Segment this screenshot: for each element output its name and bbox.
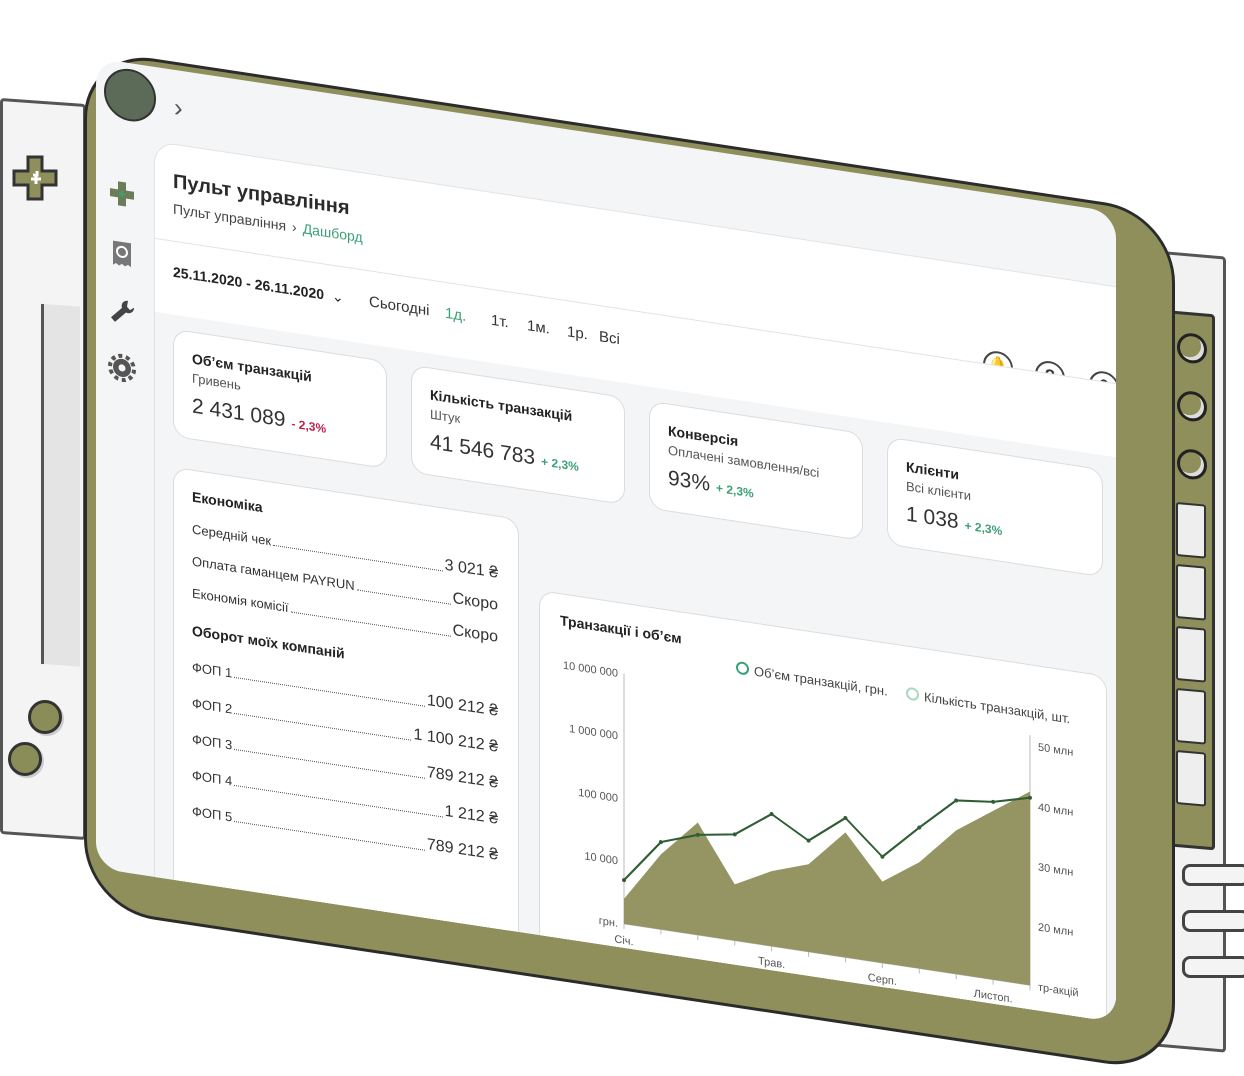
row-label: ФОП 2 <box>192 695 233 717</box>
hardware-button[interactable] <box>1176 687 1206 745</box>
hardware-knob[interactable] <box>1177 448 1207 481</box>
hardware-button[interactable] <box>1176 625 1206 683</box>
y-tick-label-left: 10 000 <box>584 850 618 867</box>
row-label: ФОП 3 <box>192 731 233 753</box>
data-point <box>732 832 737 837</box>
data-point <box>695 832 700 837</box>
economy-title: Економіка <box>192 488 263 516</box>
stat-value: 1 038 <box>906 502 959 534</box>
device-fin <box>1182 910 1244 932</box>
data-point <box>622 878 626 883</box>
data-point <box>991 799 996 804</box>
period-1w[interactable]: 1т. <box>491 311 509 332</box>
period-today[interactable]: Сьогодні <box>369 293 430 320</box>
period-1y[interactable]: 1р. <box>567 323 588 344</box>
period-all[interactable]: Всі <box>599 328 620 349</box>
date-range-value: 25.11.2020 - 26.11.2020 <box>173 263 325 303</box>
row-value: Скоро <box>452 589 498 614</box>
series-line-volume <box>623 796 1031 881</box>
stat-value: 41 546 783 <box>430 430 536 470</box>
turnover-title: Оборот моїх компаній <box>192 622 345 662</box>
stat-delta: + 2,3% <box>716 480 754 501</box>
chevron-right-icon[interactable]: › <box>174 91 183 124</box>
series-area-count <box>624 791 1030 986</box>
x-tick-label: Серп. <box>868 972 897 988</box>
data-point <box>880 854 885 859</box>
period-1m[interactable]: 1м. <box>527 317 550 338</box>
data-point <box>806 838 811 843</box>
main-content: Пульт управління Пульт управління › Дашбор… <box>154 140 1116 1023</box>
data-point <box>843 815 848 820</box>
row-label: Середній чек <box>192 521 272 549</box>
y-tick-label-right: тр-акцій <box>1038 982 1079 1000</box>
row-label: ФОП 5 <box>192 803 233 825</box>
row-label: Економія комісії <box>192 585 289 616</box>
y-tick-label-left: грн. <box>599 915 618 930</box>
breadcrumb-current: Дашборд <box>302 220 363 246</box>
x-tick-label: Січ. <box>614 933 633 948</box>
medical-cross-icon[interactable] <box>108 178 136 210</box>
stat-subtitle: Всі клієнти <box>906 478 972 504</box>
transactions-chart-card: Транзакції і об’єм Об’єм транзакцій, грн… <box>539 589 1107 1023</box>
stat-card-count: Кількість транзакцій Штук 41 546 783 + 2,… <box>411 364 625 506</box>
wrench-icon[interactable] <box>108 296 136 328</box>
stat-subtitle: Штук <box>430 406 461 427</box>
hardware-knob[interactable] <box>1177 332 1207 365</box>
row-value: 789 212 ₴ <box>426 764 498 792</box>
x-tick-label: Трав. <box>758 955 785 971</box>
y-tick-label-right: 20 млн <box>1038 922 1073 939</box>
receipt-icon[interactable] <box>108 238 136 270</box>
knob <box>28 700 62 734</box>
data-point <box>769 812 774 817</box>
row-label: ФОП 1 <box>192 659 233 681</box>
rail-slot <box>41 303 80 667</box>
hardware-button[interactable] <box>1176 563 1206 621</box>
row-value: 1 100 212 ₴ <box>413 726 498 756</box>
chart-plot: 10 000 000 1 000 000 100 000 10 000 грн. 50 м… <box>563 660 1079 1006</box>
data-point <box>917 825 922 830</box>
avatar[interactable] <box>104 65 156 126</box>
stat-delta: + 2,3% <box>541 454 579 475</box>
y-tick-label-left: 10 000 000 <box>563 660 618 680</box>
row-value: 1 212 ₴ <box>444 802 498 828</box>
row-value: 100 212 ₴ <box>426 692 498 720</box>
stat-delta: - 2,3% <box>291 416 327 436</box>
stat-value: 93% <box>668 466 711 496</box>
stat-card-clients: Клієнти Всі клієнти 1 038 + 2,3% <box>887 436 1103 578</box>
row-value: 3 021 ₴ <box>444 556 498 582</box>
y-tick-label-left: 100 000 <box>578 787 618 805</box>
stat-card-volume: Об’єм транзакцій Гривень 2 431 089- 2,3% <box>173 328 387 470</box>
stat-card-conversion: Конверсія Оплачені замовлення/всі 93% + 2… <box>649 400 863 541</box>
row-value: Скоро <box>452 621 498 646</box>
stat-delta: + 2,3% <box>964 518 1003 539</box>
device-fin <box>1182 956 1244 978</box>
hardware-knob[interactable] <box>1177 390 1207 423</box>
data-point <box>1028 795 1032 800</box>
stat-subtitle: Гривень <box>192 370 241 393</box>
screen: › Пульт управління Пульт управління › Дашб… <box>96 58 1116 1023</box>
knob <box>8 742 42 776</box>
device-fin <box>1182 864 1244 886</box>
stat-value: 2 431 089 <box>192 394 286 432</box>
data-point <box>954 798 959 803</box>
gear-icon[interactable] <box>108 352 136 384</box>
y-tick-label-left: 1 000 000 <box>569 723 618 742</box>
y-tick-label-right: 50 млн <box>1038 742 1073 759</box>
chevron-right-icon: › <box>292 218 297 236</box>
cross-logo-icon <box>12 155 58 201</box>
data-point <box>658 840 663 845</box>
y-tick-label-right: 30 млн <box>1038 862 1073 879</box>
period-1d[interactable]: 1д. <box>445 304 467 325</box>
row-value: 789 212 ₴ <box>426 836 498 864</box>
dashboard-area: Об’єм транзакцій Гривень 2 431 089- 2,3%… <box>155 311 1116 1023</box>
row-label: ФОП 4 <box>192 767 233 789</box>
x-tick-label: Листоп. <box>974 988 1013 1006</box>
hardware-button[interactable] <box>1176 501 1206 559</box>
y-tick-label-right: 40 млн <box>1038 802 1073 819</box>
chevron-down-icon: ⌄ <box>332 287 344 306</box>
hardware-button[interactable] <box>1176 749 1206 807</box>
date-range-select[interactable]: 25.11.2020 - 26.11.2020 ⌄ <box>173 264 344 307</box>
sidebar: › <box>96 58 183 877</box>
